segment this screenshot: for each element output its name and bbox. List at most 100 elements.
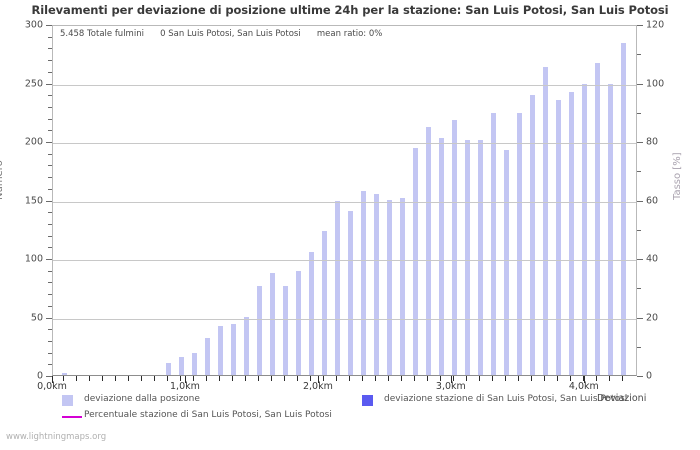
bar <box>608 83 614 375</box>
x-axis-tick <box>336 376 338 381</box>
y-axis-tick <box>48 118 52 120</box>
x-axis-tick <box>557 376 559 381</box>
x-axis-major-tick <box>317 376 319 383</box>
x-axis-tick <box>492 376 494 381</box>
x-axis-major-tick <box>52 376 53 383</box>
bar <box>504 150 510 375</box>
y2-axis-tick <box>637 259 643 260</box>
x-axis-tick <box>284 376 286 381</box>
x-axis-tick <box>76 376 78 381</box>
legend-swatch <box>362 395 373 406</box>
bar <box>335 200 341 375</box>
y2-axis-tick <box>637 288 641 290</box>
x-axis-tick <box>349 376 351 381</box>
x-axis-tick-label: 3,0km <box>435 381 466 392</box>
bar <box>361 191 367 375</box>
gridline <box>53 143 636 144</box>
y-axis-tick <box>48 48 52 50</box>
y2-axis-tick-label: 20 <box>646 312 659 323</box>
x-axis-tick <box>427 376 429 381</box>
x-axis-tick <box>297 376 299 381</box>
bar <box>270 273 276 375</box>
bar <box>426 126 432 375</box>
y-axis-tick <box>46 259 52 260</box>
y-axis-tick-label: 150 <box>24 195 43 206</box>
x-axis-tick <box>128 376 130 381</box>
y2-axis-tick <box>637 142 643 143</box>
y-axis-tick-label: 0 <box>36 370 43 382</box>
x-axis-tick <box>375 376 377 381</box>
y-axis-tick <box>48 247 52 249</box>
bar <box>374 193 380 375</box>
y-axis-tick <box>48 106 52 108</box>
x-axis-tick <box>154 376 156 381</box>
y-axis-tick <box>48 153 52 155</box>
y2-axis-tick <box>637 317 643 319</box>
chart-title: Rilevamenti per deviazione di posizione … <box>31 3 669 17</box>
x-axis-tick <box>466 376 468 381</box>
y-axis-tick <box>48 212 52 214</box>
y-axis-tick <box>46 142 52 143</box>
bar <box>595 62 601 375</box>
y-axis-tick <box>48 305 52 307</box>
x-axis-major-tick <box>184 376 186 383</box>
y-axis-tick <box>48 364 52 366</box>
y-axis-tick-label: 100 <box>24 253 43 265</box>
x-axis-tick <box>63 376 65 381</box>
x-axis-tick <box>141 376 143 381</box>
x-axis-tick <box>609 376 611 381</box>
x-axis-major-tick <box>583 376 585 383</box>
bar <box>621 42 627 375</box>
bar <box>62 372 68 375</box>
x-axis-tick <box>167 376 169 381</box>
x-axis-tick <box>388 376 390 381</box>
y-axis-tick <box>48 352 52 354</box>
bar <box>179 357 185 375</box>
y2-axis-tick <box>637 83 643 85</box>
x-axis-tick <box>544 376 546 381</box>
bar <box>283 286 289 375</box>
gridline <box>53 260 636 261</box>
bar <box>413 148 419 375</box>
x-axis-tick-label: 0,0km <box>37 381 67 392</box>
footer-attribution: www.lightningmaps.org <box>6 432 107 442</box>
bar <box>244 316 250 375</box>
y-axis-tick <box>46 317 52 319</box>
y2-axis-tick <box>637 200 643 202</box>
y-axis-tick <box>48 177 52 179</box>
y-axis-tick-label: 50 <box>30 312 43 323</box>
y-axis-tick <box>46 83 52 85</box>
bar <box>166 363 172 375</box>
y2-axis-tick-label: 0 <box>646 370 653 382</box>
y2-axis-tick <box>637 112 641 114</box>
x-axis-tick <box>453 376 455 381</box>
bar <box>400 198 406 375</box>
bar <box>452 119 458 375</box>
bar <box>257 286 263 375</box>
y-axis-tick-label: 300 <box>24 19 43 31</box>
x-axis-title: Deviazioni <box>597 393 647 404</box>
x-axis-tick-label: 1,0km <box>170 381 200 392</box>
x-axis-tick <box>362 376 364 381</box>
x-axis-tick <box>596 376 598 381</box>
y-axis-tick <box>48 270 52 272</box>
bar <box>530 95 536 375</box>
legend-label: deviazione stazione di San Luis Potosi, … <box>384 394 628 404</box>
y2-axis-tick-label: 100 <box>646 78 665 89</box>
x-axis-tick <box>258 376 260 381</box>
x-axis-tick <box>440 376 442 381</box>
legend-label: Percentuale stazione di San Luis Potosi,… <box>84 410 332 420</box>
gridline <box>53 84 636 86</box>
x-axis-tick <box>232 376 234 381</box>
y-axis-tick <box>48 235 52 237</box>
y2-axis-tick <box>637 229 641 231</box>
plot-area <box>52 25 637 376</box>
y-axis-tick-label: 250 <box>24 78 43 89</box>
bar <box>465 139 471 375</box>
x-axis-tick <box>219 376 221 381</box>
x-axis-tick-label: 2,0km <box>302 381 333 392</box>
bar <box>218 325 224 375</box>
bar <box>387 199 393 375</box>
x-axis-tick <box>180 376 182 381</box>
bar <box>582 83 588 375</box>
